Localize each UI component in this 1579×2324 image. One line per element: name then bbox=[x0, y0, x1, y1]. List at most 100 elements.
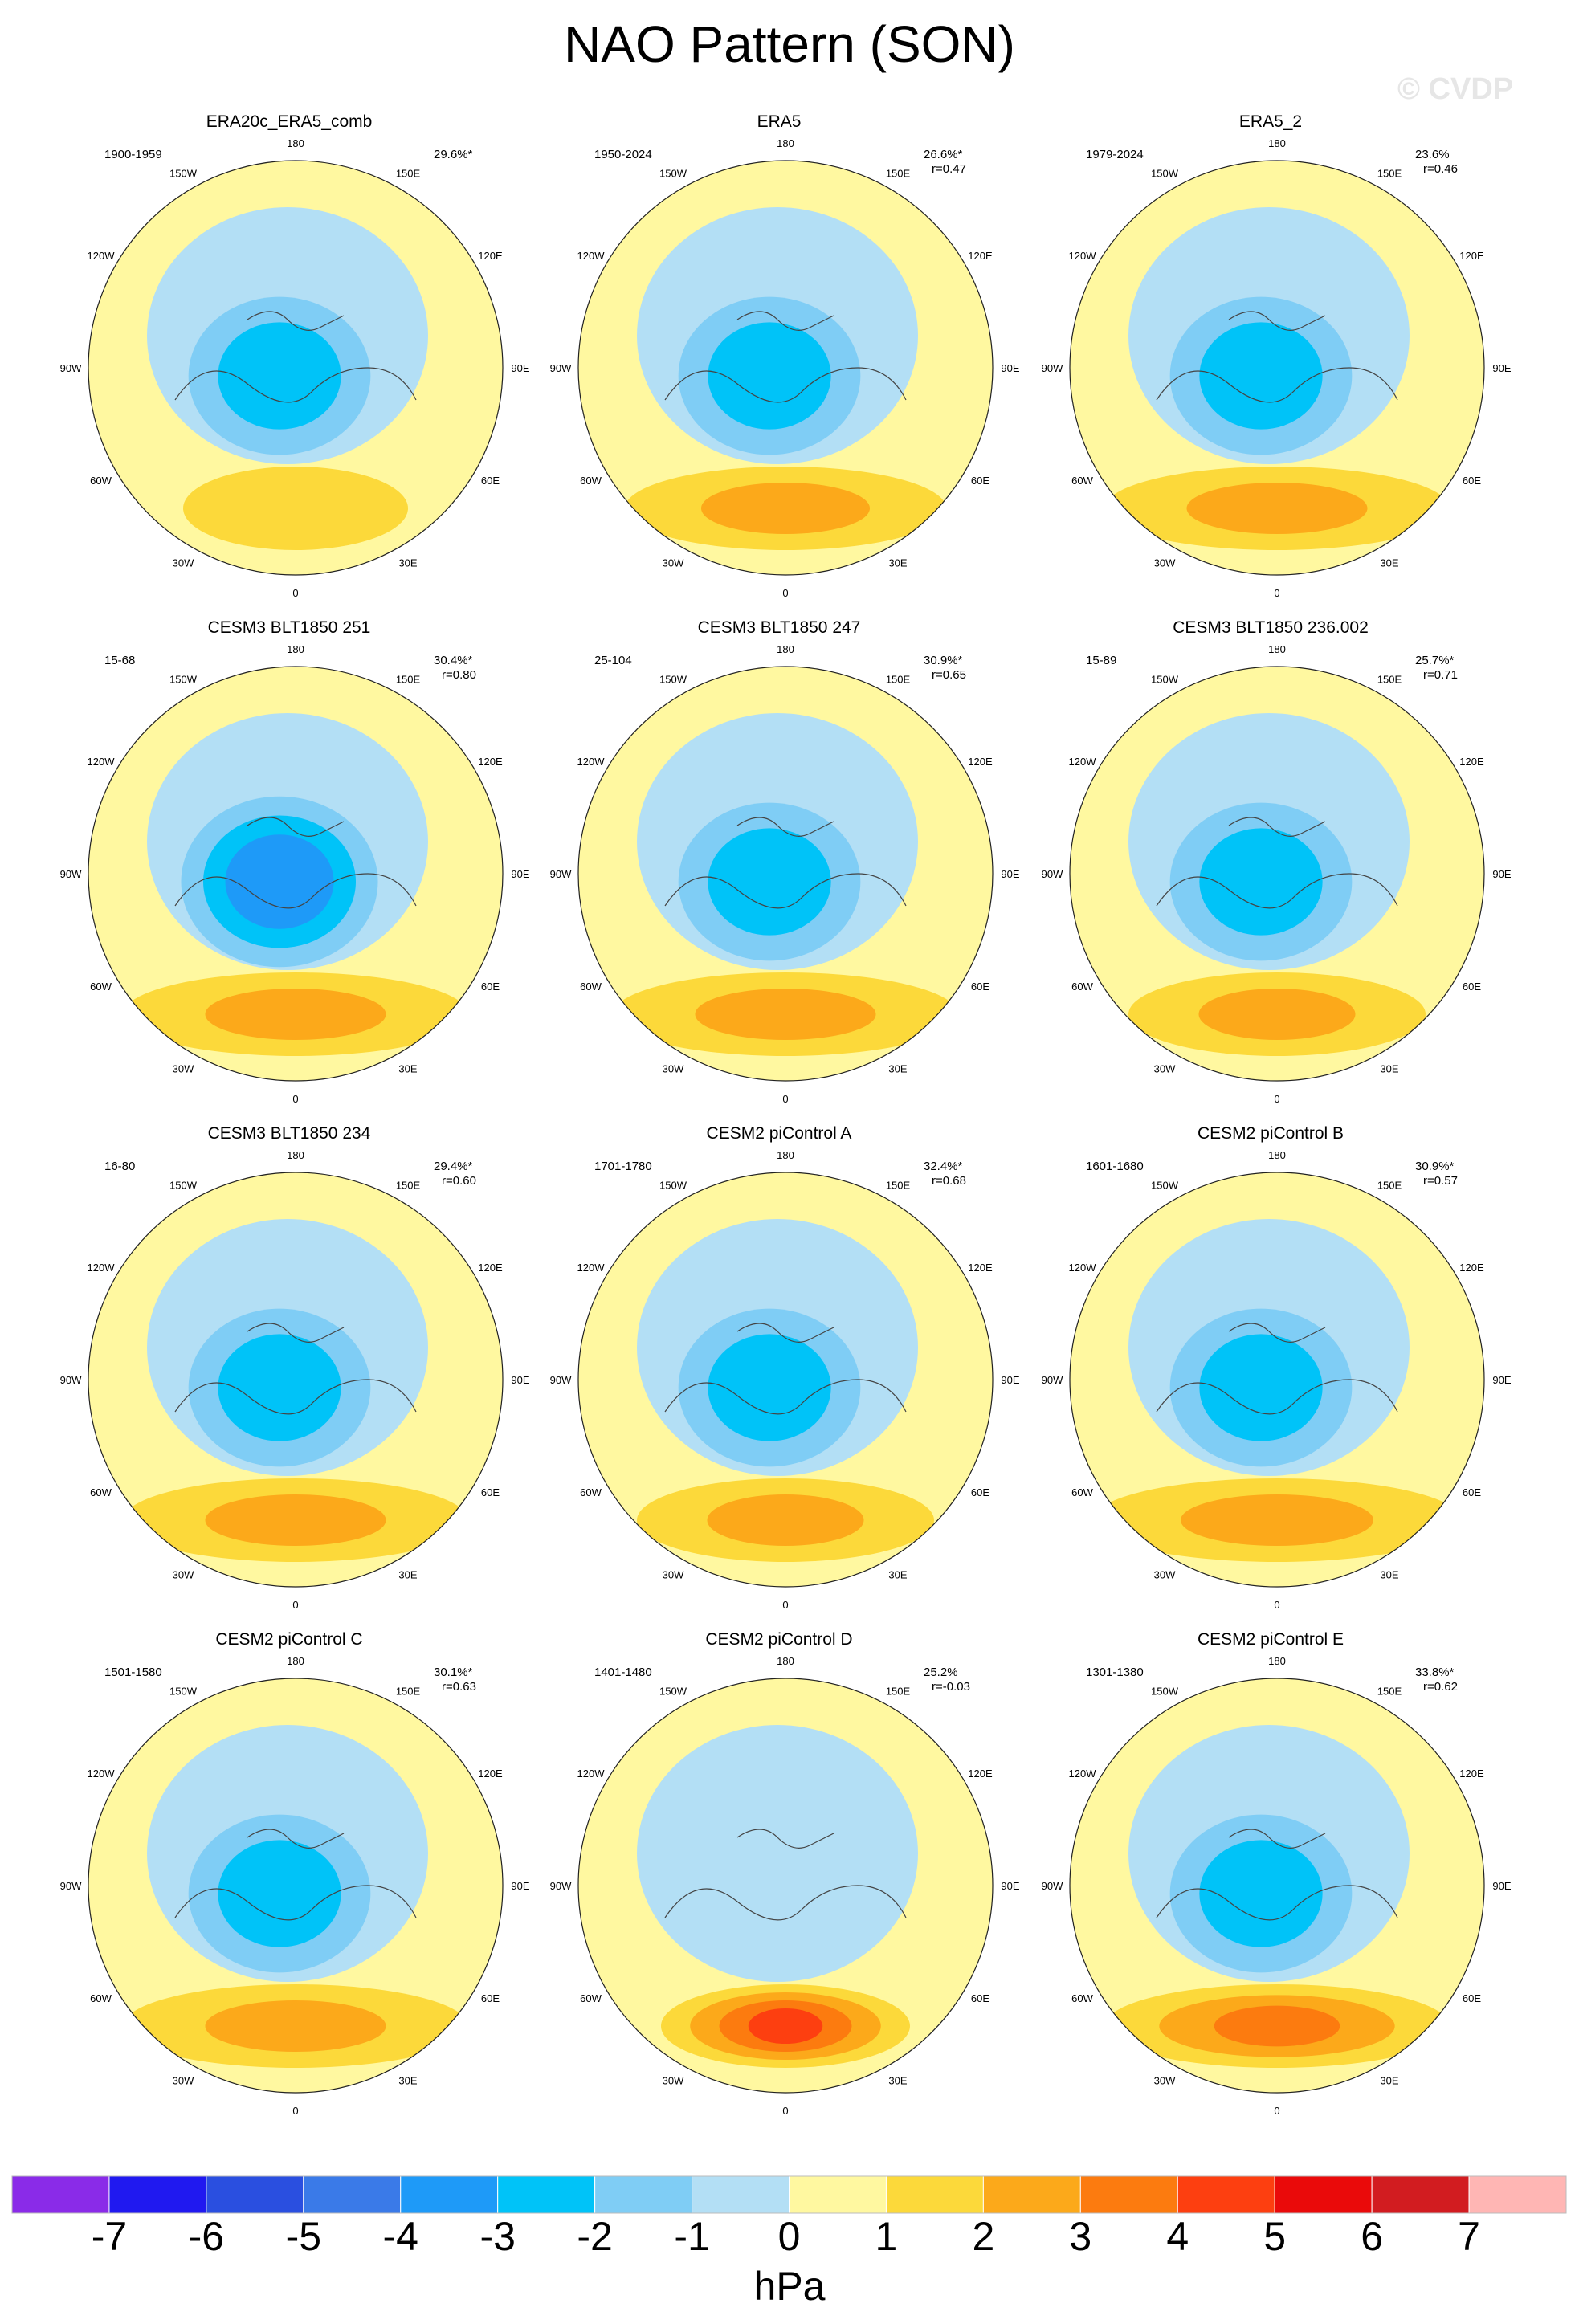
coastline bbox=[1228, 817, 1326, 837]
correlation-label: r=0.57 bbox=[1423, 1174, 1458, 1188]
coastline bbox=[664, 873, 907, 909]
colorbar-swatch bbox=[885, 2175, 984, 2214]
polar-map: 180 150E 120E 90E 60E 30E 0 30W 60W 90W 120W 150W bbox=[60, 643, 530, 1105]
longitude-label: 60W bbox=[580, 981, 602, 993]
longitude-label: 0 bbox=[782, 2105, 788, 2117]
longitude-label: 90E bbox=[1492, 1374, 1511, 1386]
longitude-label: 30W bbox=[663, 1062, 684, 1074]
longitude-label: 90W bbox=[1042, 362, 1063, 374]
map-outline bbox=[577, 160, 994, 576]
nao-panel: 180 150E 120E 90E 60E 30E 0 30W 60W 90W 120W 150W CE… bbox=[32, 1630, 546, 2128]
map-field bbox=[88, 667, 503, 1081]
colorbar-swatch bbox=[1177, 2175, 1275, 2214]
low-contour bbox=[218, 1334, 341, 1441]
longitude-label: 60E bbox=[481, 981, 500, 993]
longitude-label: 30E bbox=[1380, 1568, 1398, 1580]
longitude-label: 120E bbox=[968, 1262, 993, 1274]
correlation-label: r=0.47 bbox=[932, 162, 966, 176]
longitude-label: 0 bbox=[1274, 587, 1279, 599]
coastline bbox=[247, 1323, 345, 1343]
longitude-label: 90E bbox=[511, 362, 529, 374]
polar-map: 180 150E 120E 90E 60E 30E 0 30W 60W 90W 120W 150W bbox=[550, 137, 1020, 599]
longitude-label: 90E bbox=[1001, 1880, 1019, 1892]
period-label: 15-89 bbox=[1086, 654, 1117, 667]
coastline bbox=[1156, 873, 1398, 909]
longitude-label: 30W bbox=[663, 557, 684, 569]
panel-title: CESM3 BLT1850 236.002 bbox=[1173, 618, 1369, 637]
coastline bbox=[1156, 1885, 1398, 1921]
colorbar-tick-label: 1 bbox=[875, 2214, 898, 2259]
coastline bbox=[736, 311, 834, 331]
correlation-label: r=0.63 bbox=[442, 1680, 476, 1694]
longitude-label: 0 bbox=[782, 1599, 788, 1611]
longitude-label: 150E bbox=[396, 1180, 421, 1192]
variance-label: 26.6%* bbox=[924, 148, 963, 161]
map-outline bbox=[577, 1172, 994, 1588]
longitude-label: 30E bbox=[398, 1062, 417, 1074]
longitude-label: 60W bbox=[1071, 981, 1093, 993]
map-outline bbox=[1069, 160, 1485, 576]
longitude-label: 0 bbox=[292, 1093, 298, 1105]
longitude-label: 60E bbox=[481, 475, 500, 487]
colorbar-tick-label: 2 bbox=[972, 2214, 995, 2259]
colorbar-swatch bbox=[108, 2175, 207, 2214]
panel-title: ERA5_2 bbox=[1238, 112, 1303, 131]
polar-map: 180 150E 120E 90E 60E 30E 0 30W 60W 90W 120W 150W bbox=[1042, 1149, 1512, 1611]
longitude-label: 90W bbox=[550, 362, 572, 374]
longitude-label: 30E bbox=[1380, 2074, 1398, 2086]
nao-panel: 180 150E 120E 90E 60E 30E 0 30W 60W 90W 120W 150W CE… bbox=[522, 618, 1036, 1116]
longitude-label: 180 bbox=[777, 1149, 794, 1161]
high-contour bbox=[1214, 2005, 1340, 2047]
period-label: 1501-1580 bbox=[104, 1666, 162, 1679]
variance-label: 30.9%* bbox=[1415, 1160, 1455, 1173]
longitude-label: 180 bbox=[1268, 643, 1286, 655]
coastline bbox=[664, 367, 907, 403]
variance-label: 30.4%* bbox=[434, 654, 473, 667]
longitude-label: 120E bbox=[1459, 1262, 1484, 1274]
period-label: 1900-1959 bbox=[104, 148, 162, 161]
longitude-label: 60E bbox=[481, 1992, 500, 2004]
colorbar-swatch bbox=[982, 2175, 1081, 2214]
longitude-label: 30W bbox=[173, 557, 194, 569]
longitude-label: 60E bbox=[971, 1992, 989, 2004]
longitude-label: 90W bbox=[60, 868, 82, 880]
map-outline bbox=[577, 1678, 994, 2094]
longitude-label: 150E bbox=[1377, 168, 1402, 180]
figure-title: NAO Pattern (SON) bbox=[564, 15, 1015, 73]
low-contour bbox=[218, 1840, 341, 1947]
high-contour bbox=[183, 467, 408, 550]
colorbar-swatch bbox=[1371, 2175, 1470, 2214]
colorbar-swatch bbox=[1079, 2175, 1178, 2214]
longitude-label: 0 bbox=[292, 2105, 298, 2117]
longitude-label: 120W bbox=[577, 1767, 606, 1780]
longitude-label: 120E bbox=[478, 1262, 503, 1274]
longitude-label: 30W bbox=[1154, 1062, 1176, 1074]
colorbar-tick-label: -2 bbox=[577, 2214, 613, 2259]
colorbar-tick-label: 7 bbox=[1458, 2214, 1480, 2259]
longitude-label: 90E bbox=[1492, 362, 1511, 374]
longitude-label: 90W bbox=[550, 868, 572, 880]
colorbar-units: hPa bbox=[753, 2264, 826, 2309]
longitude-label: 120W bbox=[577, 1262, 606, 1274]
longitude-label: 90E bbox=[511, 1880, 529, 1892]
coastline bbox=[1228, 311, 1326, 331]
coastline bbox=[1228, 1829, 1326, 1849]
colorbar-tick-label: 3 bbox=[1069, 2214, 1092, 2259]
map-field bbox=[578, 161, 993, 575]
nao-panel: 180 150E 120E 90E 60E 30E 0 30W 60W 90W 120W 150W CE… bbox=[1014, 1630, 1528, 2128]
longitude-label: 90E bbox=[1492, 868, 1511, 880]
longitude-label: 90W bbox=[550, 1880, 572, 1892]
coastline bbox=[174, 873, 417, 909]
polar-map: 180 150E 120E 90E 60E 30E 0 30W 60W 90W 120W 150W bbox=[60, 1655, 530, 2117]
map-outline bbox=[88, 160, 504, 576]
panel-title: CESM2 piControl D bbox=[705, 1630, 853, 1649]
longitude-label: 150W bbox=[169, 674, 198, 686]
variance-label: 32.4%* bbox=[924, 1160, 963, 1173]
watermark: © CVDP bbox=[1397, 72, 1514, 106]
longitude-label: 150W bbox=[659, 168, 687, 180]
polar-map: 180 150E 120E 90E 60E 30E 0 30W 60W 90W 120W 150W bbox=[60, 137, 530, 599]
longitude-label: 60E bbox=[971, 1486, 989, 1498]
high-contour bbox=[748, 2008, 823, 2044]
period-label: 15-68 bbox=[104, 654, 136, 667]
coastline bbox=[247, 1829, 345, 1849]
